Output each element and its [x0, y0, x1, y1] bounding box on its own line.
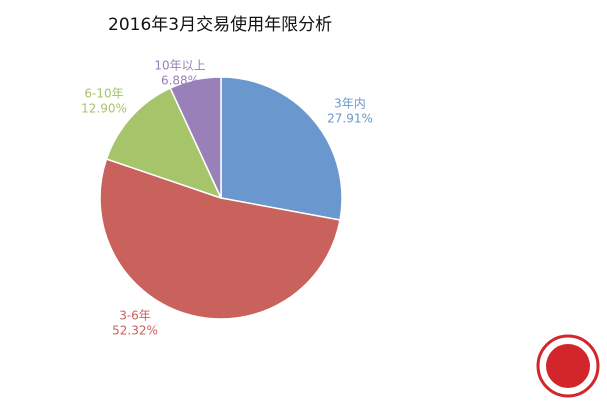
slice-value-label: 6.88%	[161, 74, 199, 88]
watermark	[536, 334, 600, 398]
slice-value-label: 27.91%	[327, 112, 373, 126]
chart-title: 2016年3月交易使用年限分析	[108, 14, 332, 35]
pie-slice	[169, 76, 222, 199]
pie-slice	[105, 87, 223, 200]
pie-slice	[220, 76, 343, 221]
slice-value-label: 12.90%	[81, 102, 127, 116]
slice-label: 3年内	[334, 97, 366, 111]
slice-label: 10年以上	[154, 59, 205, 73]
slice-label: 3-6年	[119, 309, 151, 323]
pie-slice	[99, 158, 341, 320]
slice-label: 6-10年	[84, 87, 123, 101]
slice-value-label: 52.32%	[112, 324, 158, 338]
